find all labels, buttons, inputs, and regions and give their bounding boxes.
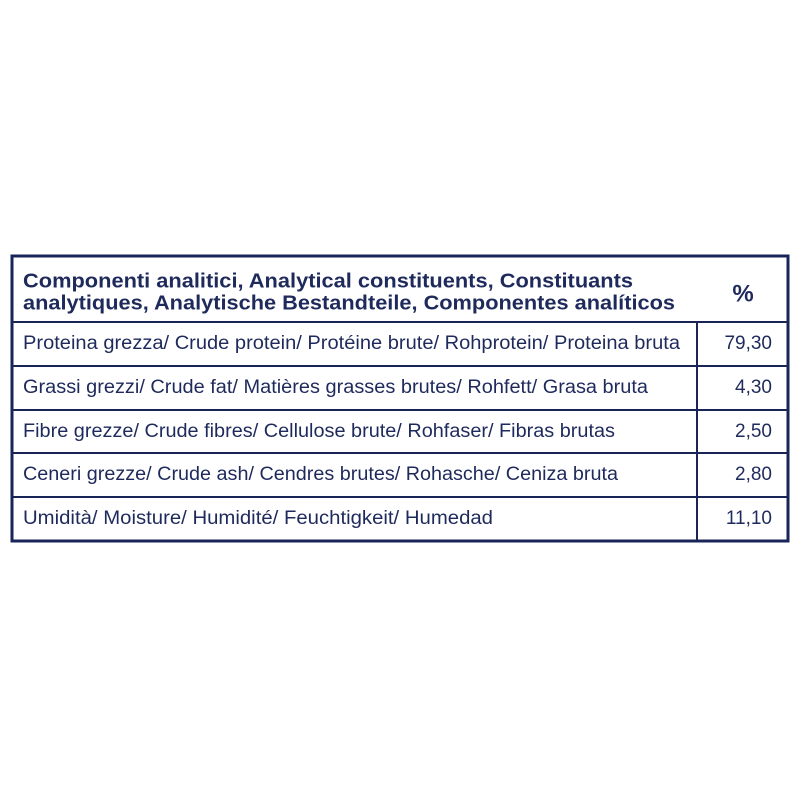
- row-label: Umidità/ Moisture/ Humidité/ Feuchtigkei…: [23, 508, 493, 529]
- row-label: Proteina grezza/ Crude protein/ Protéine…: [23, 333, 680, 354]
- header-unit: %: [732, 280, 753, 307]
- header-label: analytiques, Analytische Bestandteile, C…: [23, 292, 675, 314]
- row-value: 4,30: [735, 377, 772, 398]
- row-value: 79,30: [724, 333, 772, 354]
- row-label: Fibre grezze/ Crude fibres/ Cellulose br…: [23, 421, 615, 442]
- row-label: Ceneri grezze/ Crude ash/ Cendres brutes…: [23, 464, 618, 485]
- row-value: 11,10: [726, 508, 772, 529]
- header-label: Componenti analitici, Analytical constit…: [23, 270, 633, 292]
- row-label: Grassi grezzi/ Crude fat/ Matières grass…: [23, 377, 648, 398]
- row-value: 2,80: [735, 464, 772, 485]
- table-border: [10, 254, 790, 543]
- row-value: 2,50: [735, 421, 772, 442]
